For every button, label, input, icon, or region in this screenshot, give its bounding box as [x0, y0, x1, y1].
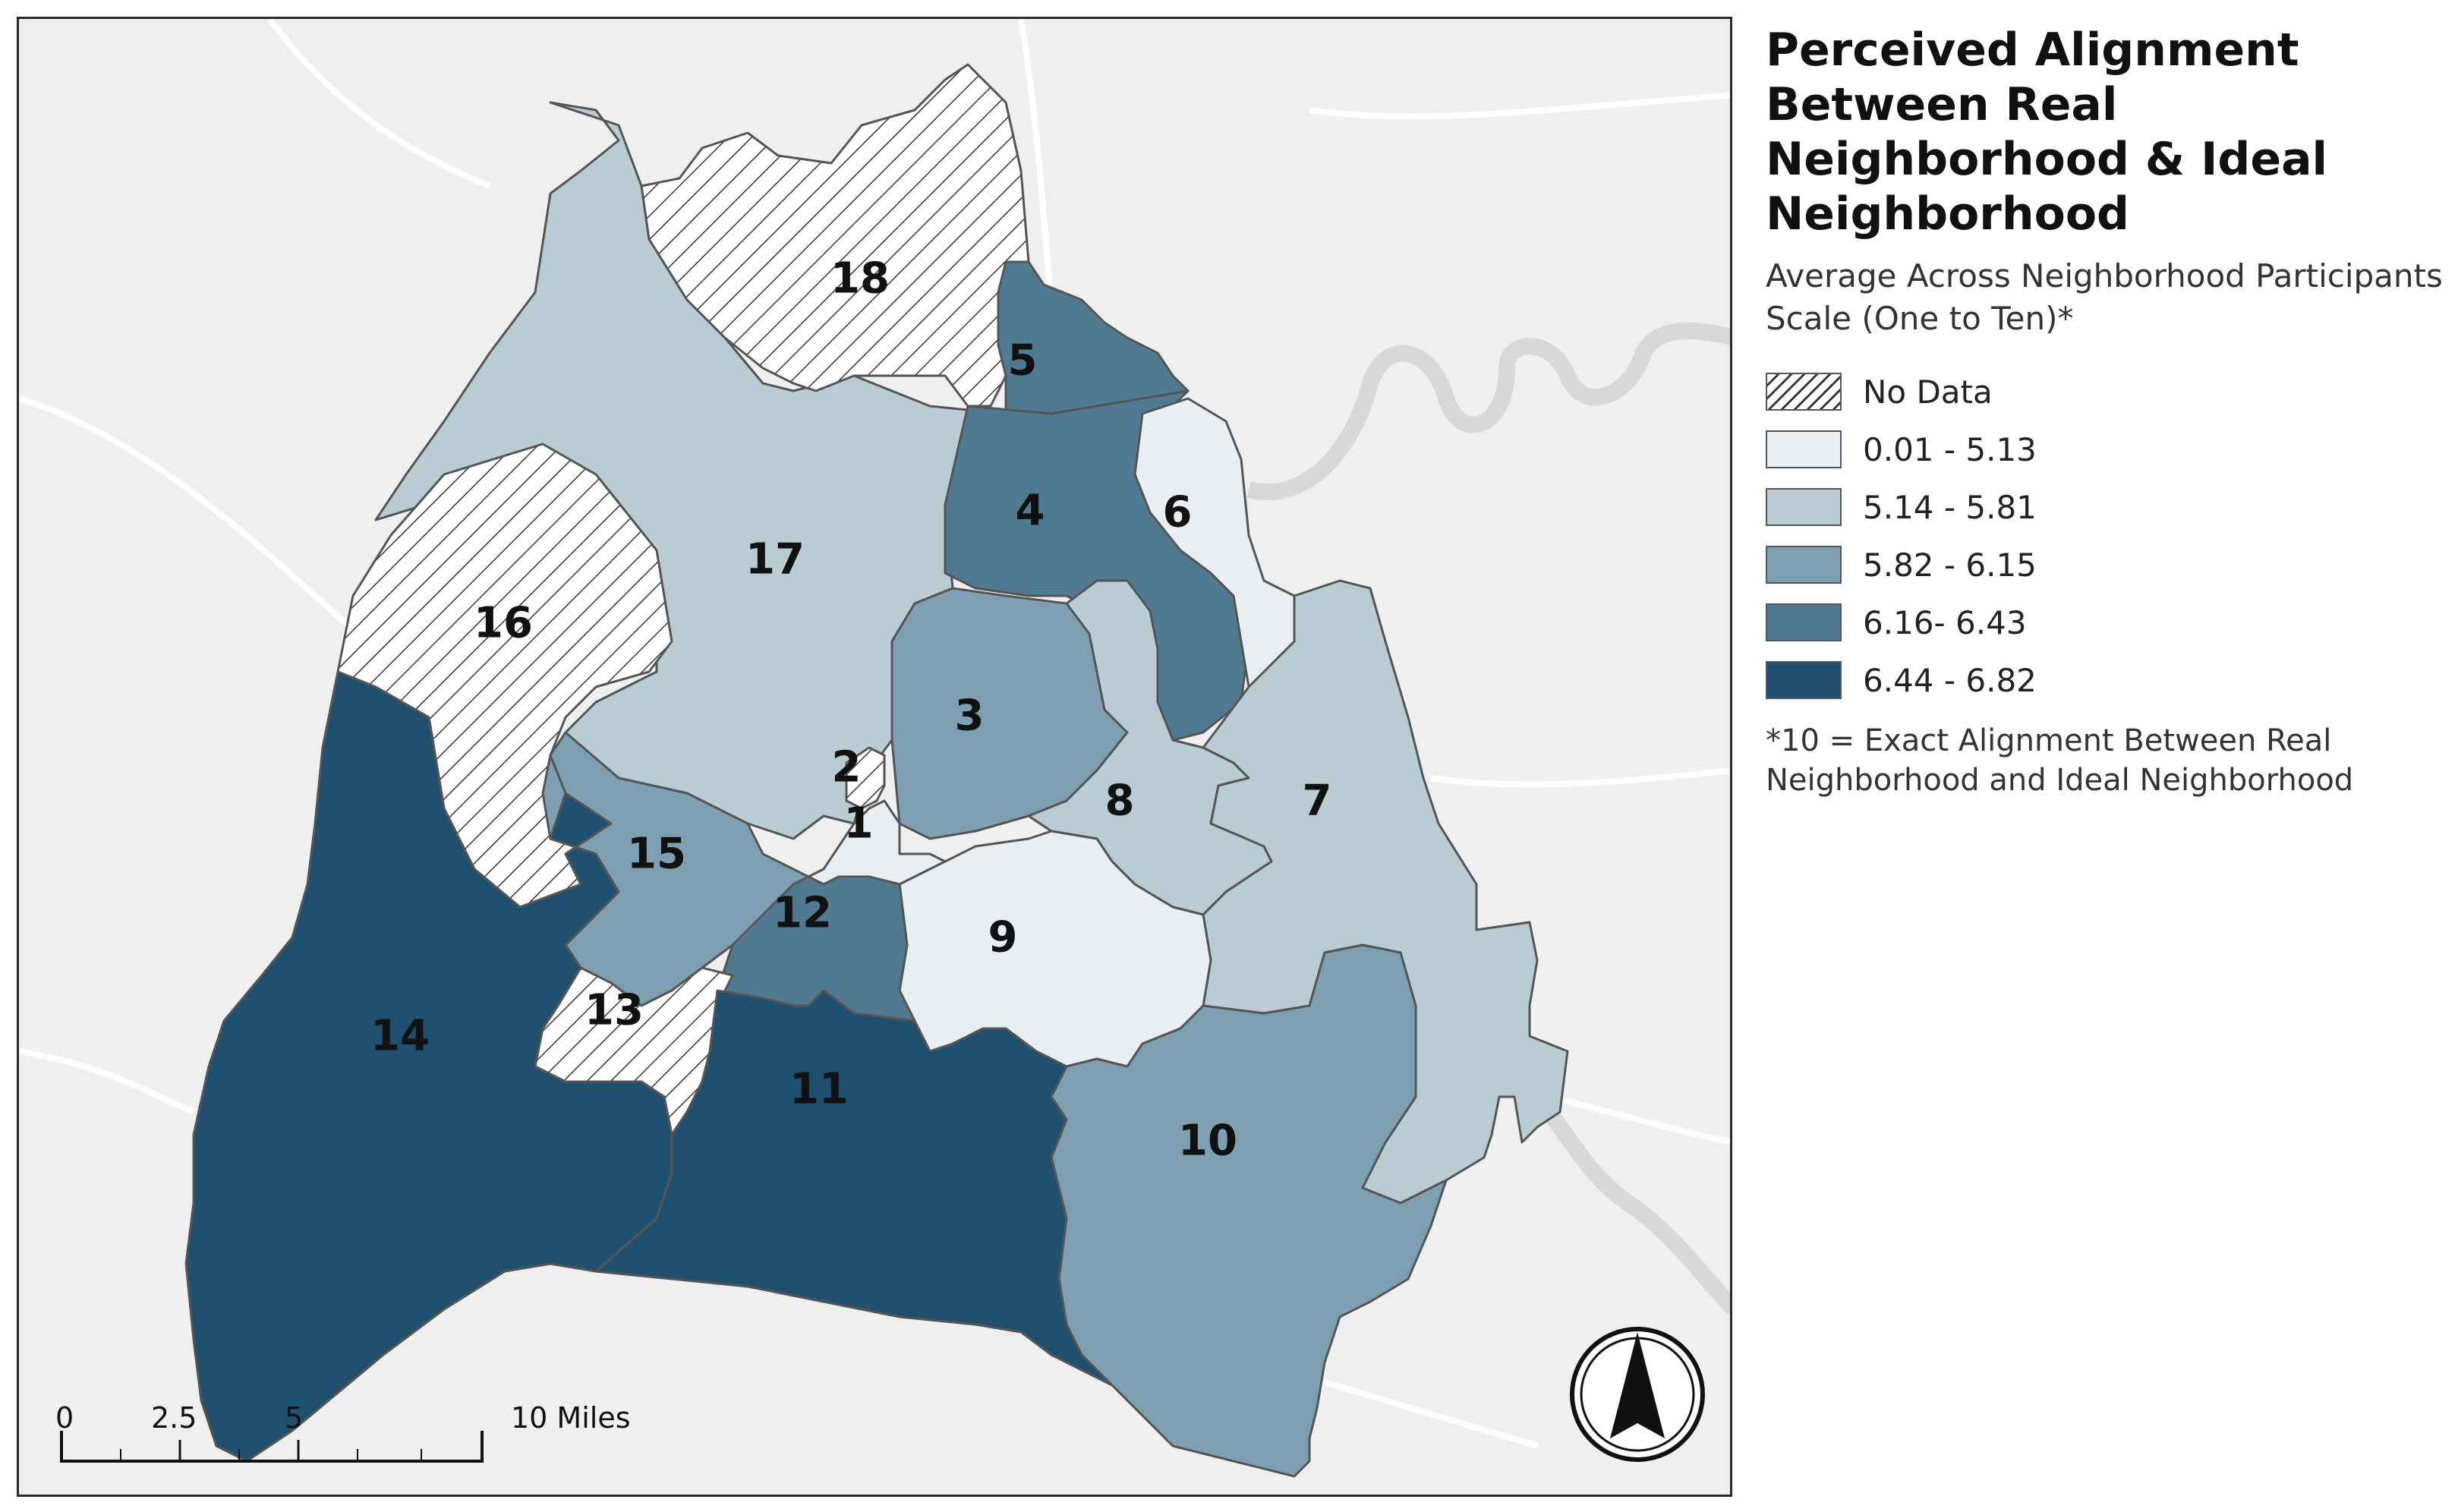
scale-tick-2-5: 2.5	[151, 1401, 197, 1435]
legend-label: 6.44 - 6.82	[1863, 661, 2037, 699]
legend-label: 5.82 - 6.15	[1863, 546, 2037, 584]
scale-tick-5: 5	[285, 1401, 303, 1435]
legend-item-class-5: 6.44 - 6.82	[1766, 656, 2449, 704]
legend-title: Perceived Alignment Between Real Neighbo…	[1766, 24, 2328, 241]
label-4: 4	[1016, 487, 1045, 536]
label-6: 6	[1163, 488, 1193, 537]
label-10: 10	[1178, 1117, 1237, 1166]
label-8: 8	[1105, 776, 1135, 826]
legend-swatch-class-4	[1766, 603, 1842, 641]
legend-item-class-1: 0.01 - 5.13	[1766, 425, 2449, 474]
neighborhood-2[interactable]	[845, 746, 886, 810]
label-7: 7	[1303, 776, 1332, 826]
legend-label: 0.01 - 5.13	[1863, 430, 2037, 468]
label-5: 5	[1008, 336, 1038, 386]
legend-swatch-class-1	[1766, 430, 1842, 468]
scale-tick-0: 0	[55, 1401, 74, 1435]
label-15: 15	[627, 830, 686, 879]
label-12: 12	[773, 889, 832, 938]
neighborhood-labels: 1 2 3 4 5 6 7 8 9 10 11 12 13 14 15 16 1…	[370, 254, 1331, 1166]
legend-label: 6.16- 6.43	[1863, 603, 2027, 641]
legend-swatch-no-data	[1766, 373, 1842, 411]
scale-bar: 0 2.5 5 10 Miles	[55, 1401, 631, 1463]
legend-item-class-3: 5.82 - 6.15	[1766, 540, 2449, 589]
legend-item-no-data: No Data	[1766, 367, 2449, 416]
label-3: 3	[955, 691, 985, 741]
legend: Perceived Alignment Between Real Neighbo…	[1766, 23, 2449, 800]
neighborhood-7[interactable]	[1202, 579, 1569, 1205]
north-arrow-icon	[1570, 1327, 1705, 1462]
neighborhood-17[interactable]	[374, 101, 1007, 840]
label-18: 18	[830, 254, 890, 304]
legend-label: 5.14 - 5.81	[1863, 488, 2037, 526]
legend-swatch-class-3	[1766, 546, 1842, 584]
legend-items: No Data 0.01 - 5.13 5.14 - 5.81 5.82 - 6…	[1766, 367, 2449, 704]
label-11: 11	[789, 1065, 849, 1114]
legend-subtitle-line-2: Scale (One to Ten)*	[1766, 300, 2074, 337]
map-frame: 1 2 3 4 5 6 7 8 9 10 11 12 13 14 15 16 1…	[17, 17, 1732, 1497]
scale-tick-10-miles: 10 Miles	[511, 1401, 631, 1435]
neighborhood-14[interactable]	[184, 670, 673, 1463]
label-1: 1	[844, 799, 874, 849]
legend-swatch-class-5	[1766, 661, 1842, 699]
label-16: 16	[474, 599, 533, 648]
legend-note-line-1: *10 = Exact Alignment Between Real	[1766, 723, 2332, 758]
legend-item-class-4: 6.16- 6.43	[1766, 598, 2449, 647]
legend-swatch-class-2	[1766, 488, 1842, 526]
legend-item-class-2: 5.14 - 5.81	[1766, 483, 2449, 531]
basemap-water	[1246, 323, 1730, 1315]
legend-subtitle: Average Across Neighborhood Participants…	[1766, 255, 2449, 340]
label-9: 9	[988, 913, 1018, 962]
legend-note: *10 = Exact Alignment Between Real Neigh…	[1766, 721, 2449, 800]
label-2: 2	[832, 743, 862, 792]
legend-note-line-2: Neighborhood and Ideal Neighborhood	[1766, 763, 2354, 798]
legend-label: No Data	[1863, 373, 1993, 411]
label-13: 13	[585, 986, 644, 1035]
map-canvas: 1 2 3 4 5 6 7 8 9 10 11 12 13 14 15 16 1…	[19, 19, 1730, 1478]
label-17: 17	[745, 535, 805, 584]
label-14: 14	[370, 1012, 430, 1061]
legend-subtitle-line-1: Average Across Neighborhood Participants	[1766, 257, 2443, 295]
